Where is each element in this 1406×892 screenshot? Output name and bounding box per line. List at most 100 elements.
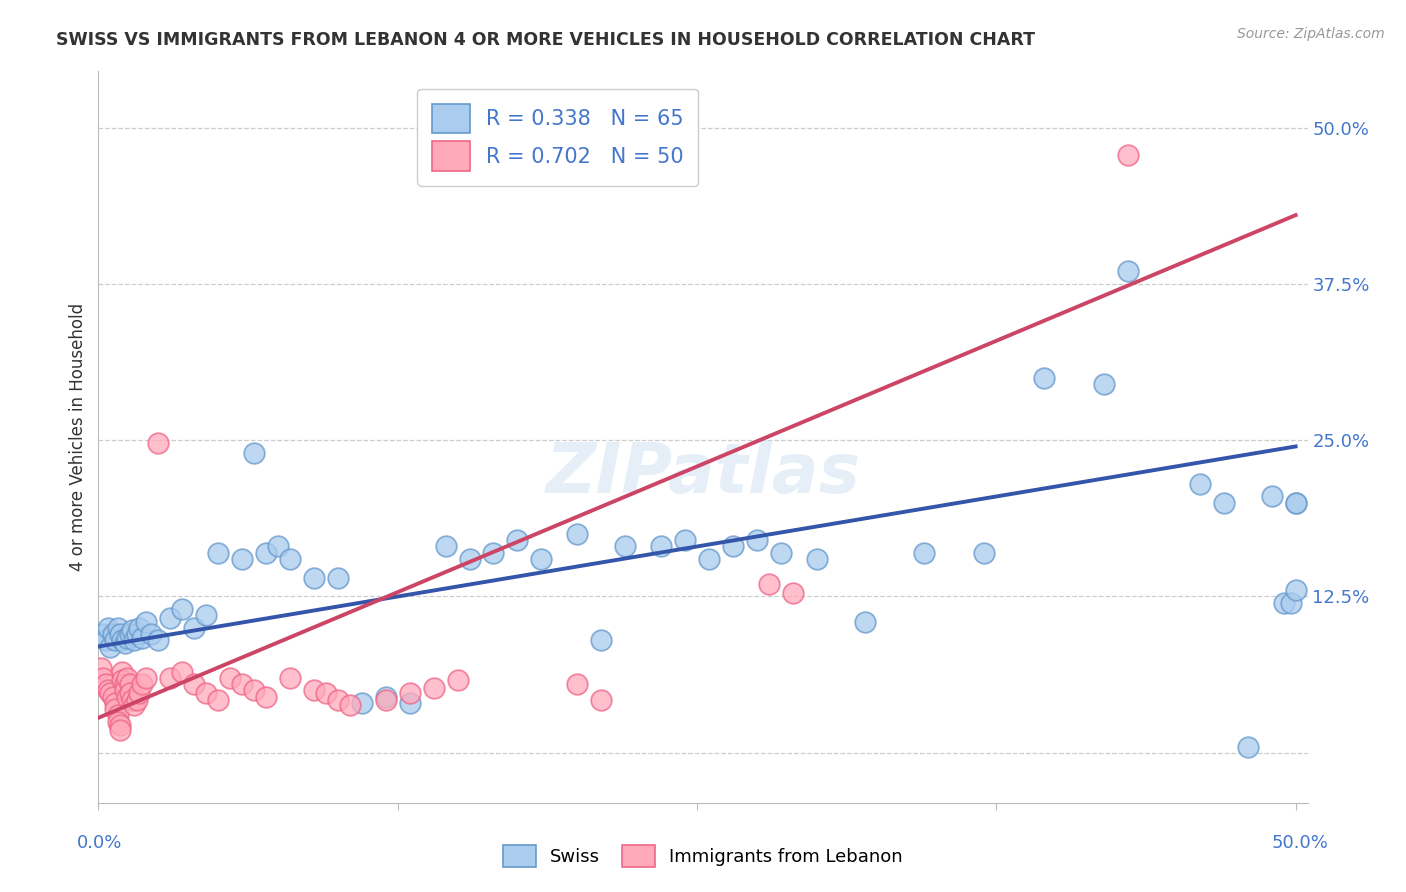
Text: 50.0%: 50.0% (1272, 834, 1329, 852)
Point (97, 621, 120, 635)
Point (853, 615, 876, 629)
Point (118, 677, 141, 691)
Point (1260, 490, 1282, 504)
Point (1272, 596, 1295, 610)
Point (139, 627, 162, 641)
Point (1279, 596, 1302, 610)
Point (148, 435, 170, 450)
Point (207, 546, 229, 560)
Point (458, 552, 481, 566)
Point (107, 714, 129, 729)
Point (91, 671, 114, 685)
Point (131, 631, 153, 645)
Point (118, 686, 141, 700)
Point (121, 624, 143, 638)
Point (91, 627, 114, 641)
Legend: Swiss, Immigrants from Lebanon: Swiss, Immigrants from Lebanon (496, 838, 910, 874)
Point (782, 586, 804, 600)
Point (115, 671, 138, 685)
Point (243, 446, 266, 460)
Point (302, 571, 325, 585)
Point (107, 708, 129, 723)
Point (111, 673, 134, 688)
Point (231, 677, 253, 691)
Point (1188, 477, 1211, 491)
Point (135, 671, 157, 685)
Point (111, 665, 134, 679)
Point (124, 698, 146, 713)
Point (673, 533, 696, 548)
Point (1092, 376, 1115, 391)
Point (422, 681, 444, 695)
Point (697, 552, 720, 566)
Point (195, 608, 218, 623)
Point (207, 693, 229, 707)
Point (118, 627, 141, 641)
Point (108, 723, 131, 738)
Point (100, 640, 122, 654)
Point (1116, 148, 1139, 162)
Point (254, 546, 277, 560)
Point (231, 552, 253, 566)
Point (398, 696, 420, 710)
Point (374, 693, 396, 707)
Point (591, 693, 613, 707)
Point (278, 671, 301, 685)
Legend: R = 0.338   N = 65, R = 0.702   N = 50: R = 0.338 N = 65, R = 0.702 N = 50 (418, 89, 699, 186)
Point (90, 661, 112, 675)
Point (350, 696, 373, 710)
Point (101, 690, 124, 704)
Point (567, 527, 589, 541)
Point (128, 621, 150, 635)
Point (614, 540, 637, 554)
Point (1236, 739, 1258, 754)
Point (100, 686, 122, 700)
Point (1284, 583, 1306, 598)
Point (530, 552, 553, 566)
Point (121, 693, 143, 707)
Point (315, 686, 337, 700)
Point (183, 677, 205, 691)
Point (114, 683, 136, 698)
Point (1033, 370, 1056, 384)
Text: 0.0%: 0.0% (77, 834, 122, 852)
Point (398, 686, 420, 700)
Point (115, 690, 138, 704)
Point (254, 690, 277, 704)
Point (745, 533, 768, 548)
Point (183, 621, 205, 635)
Point (104, 633, 127, 648)
Point (114, 636, 136, 650)
Y-axis label: 4 or more Vehicles in Household: 4 or more Vehicles in Household (69, 303, 87, 571)
Point (172, 665, 194, 679)
Point (111, 633, 134, 648)
Point (278, 552, 301, 566)
Text: SWISS VS IMMIGRANTS FROM LEBANON 4 OR MORE VEHICLES IN HOUSEHOLD CORRELATION CHA: SWISS VS IMMIGRANTS FROM LEBANON 4 OR MO… (56, 31, 1035, 49)
Point (159, 671, 181, 685)
Point (1116, 264, 1139, 278)
Point (108, 718, 131, 732)
Point (125, 693, 148, 707)
Point (506, 533, 529, 548)
Point (148, 633, 170, 648)
Point (567, 677, 589, 691)
Point (914, 546, 936, 560)
Point (302, 683, 325, 698)
Point (159, 611, 181, 625)
Point (326, 571, 349, 585)
Point (973, 546, 995, 560)
Point (131, 677, 153, 691)
Point (374, 690, 396, 704)
Point (219, 671, 242, 685)
Point (806, 552, 828, 566)
Point (94, 677, 117, 691)
Text: ZIPatlas: ZIPatlas (546, 440, 860, 508)
Point (125, 627, 148, 641)
Point (482, 546, 505, 560)
Point (97, 683, 120, 698)
Point (243, 683, 266, 698)
Point (108, 627, 131, 641)
Point (101, 627, 124, 641)
Point (128, 686, 150, 700)
Text: Source: ZipAtlas.com: Source: ZipAtlas.com (1237, 27, 1385, 41)
